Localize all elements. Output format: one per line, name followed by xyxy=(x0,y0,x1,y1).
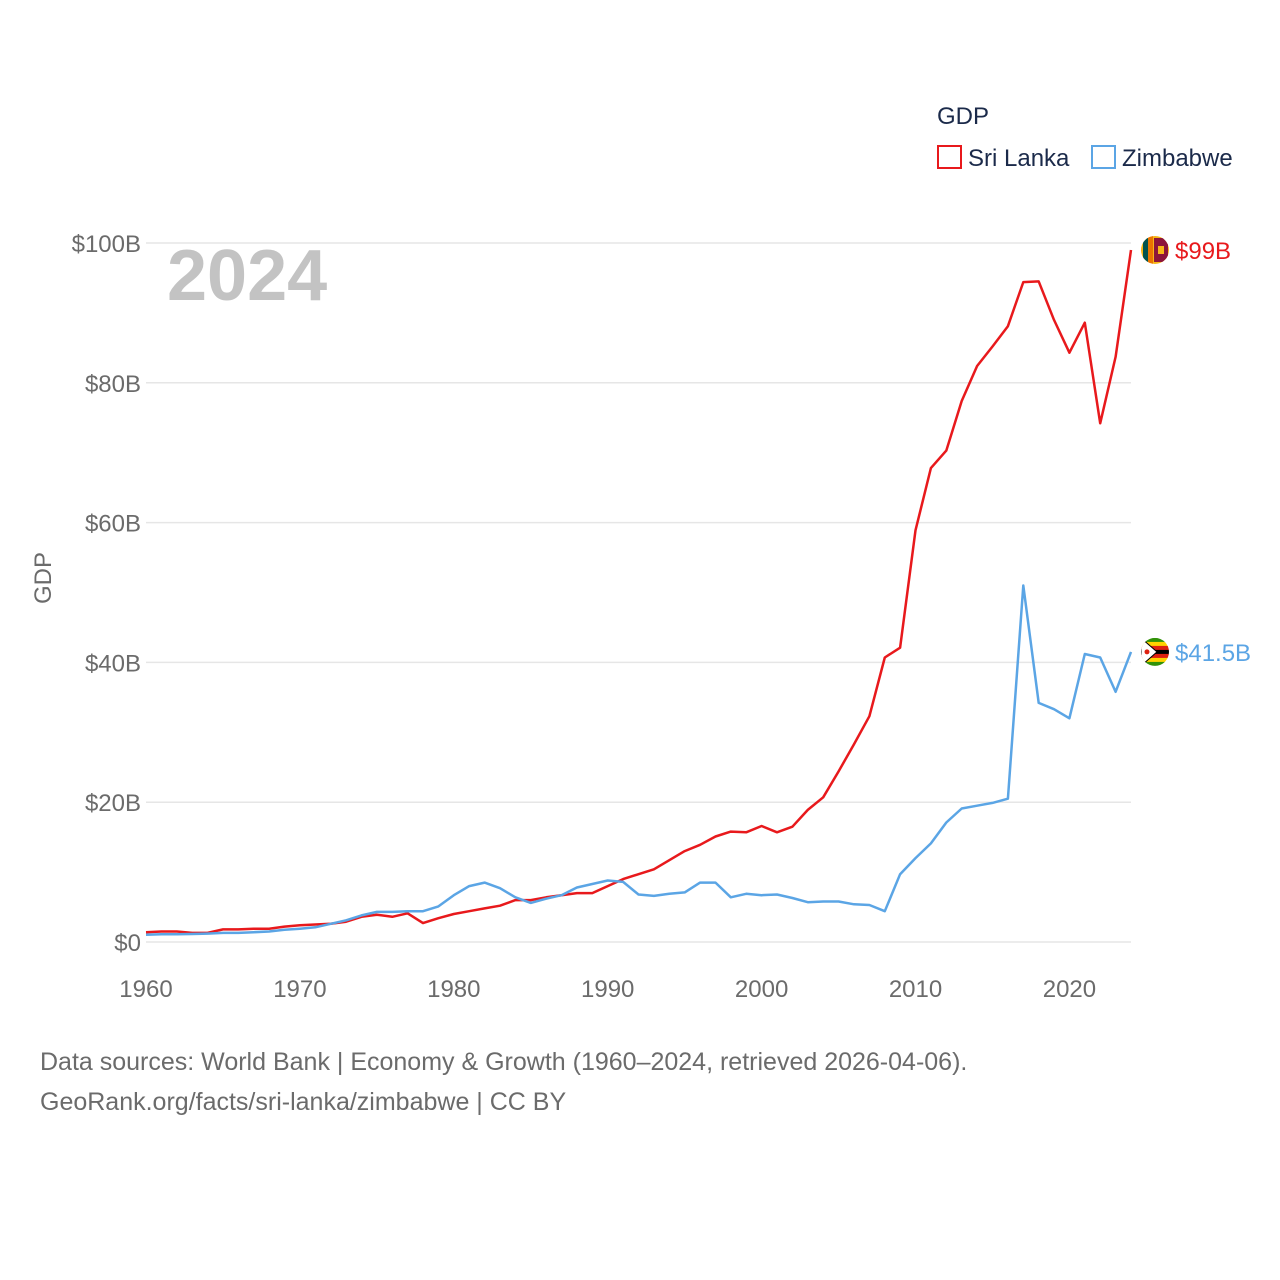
y-tick-label: $100B xyxy=(72,231,141,258)
zimbabwe-flag-icon xyxy=(1141,637,1169,666)
end-value-label-sri-lanka: $99B xyxy=(1175,238,1231,265)
series-end-labels: $99B $41.5B xyxy=(1141,235,1251,667)
series-line-zimbabwe xyxy=(145,584,1133,936)
x-tick-label: 1990 xyxy=(581,976,634,1003)
legend-item-sri-lanka[interactable]: Sri Lanka xyxy=(937,145,1070,172)
x-tick-label: 2010 xyxy=(889,976,942,1003)
gridlines xyxy=(146,242,1131,943)
y-axis-title: GDP xyxy=(30,552,57,604)
x-tick-label: 2020 xyxy=(1043,976,1096,1003)
y-tick-label: $40B xyxy=(85,650,141,677)
x-tick-label: 1960 xyxy=(119,976,172,1003)
legend-swatch-sri-lanka xyxy=(937,145,962,169)
legend-label-sri-lanka: Sri Lanka xyxy=(968,145,1070,172)
legend-title: GDP xyxy=(937,103,989,130)
end-value-label-zimbabwe: $41.5B xyxy=(1175,640,1251,667)
sri-lanka-flag-icon xyxy=(1141,235,1169,264)
source-line-1: Data sources: World Bank | Economy & Gro… xyxy=(40,1048,968,1076)
source-footer: Data sources: World Bank | Economy & Gro… xyxy=(40,1042,967,1122)
legend-label-zimbabwe: Zimbabwe xyxy=(1122,145,1233,172)
legend: GDP Sri Lanka Zimbabwe xyxy=(937,103,1233,172)
y-tick-label: $20B xyxy=(85,790,141,817)
x-axis-ticks: 1960 1970 1980 1990 2000 2010 2020 xyxy=(119,976,1096,1003)
source-line-2: GeoRank.org/facts/sri-lanka/zimbabwe | C… xyxy=(40,1088,567,1116)
y-tick-label: $80B xyxy=(85,371,141,398)
x-tick-label: 1970 xyxy=(273,976,326,1003)
series-line-sri-lanka xyxy=(145,249,1133,935)
x-tick-label: 1980 xyxy=(427,976,480,1003)
legend-swatch-zimbabwe xyxy=(1091,145,1116,169)
series-lines xyxy=(145,249,1133,936)
x-tick-label: 2000 xyxy=(735,976,788,1003)
legend-item-zimbabwe[interactable]: Zimbabwe xyxy=(1091,145,1233,172)
y-axis-ticks: $0 $20B $40B $60B $80B $100B xyxy=(72,231,141,957)
year-watermark: 2024 xyxy=(167,236,327,316)
y-tick-label: $60B xyxy=(85,511,141,538)
y-tick-label: $0 xyxy=(114,930,141,957)
